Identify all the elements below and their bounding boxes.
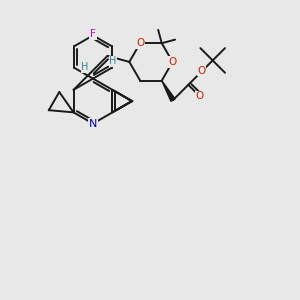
- Text: F: F: [90, 29, 96, 39]
- Text: N: N: [89, 118, 97, 129]
- Text: O: O: [197, 66, 206, 76]
- Text: H: H: [109, 56, 116, 66]
- Text: O: O: [196, 92, 204, 101]
- Text: O: O: [136, 38, 144, 48]
- Text: H: H: [81, 62, 89, 73]
- Text: O: O: [168, 57, 177, 67]
- Polygon shape: [162, 81, 175, 101]
